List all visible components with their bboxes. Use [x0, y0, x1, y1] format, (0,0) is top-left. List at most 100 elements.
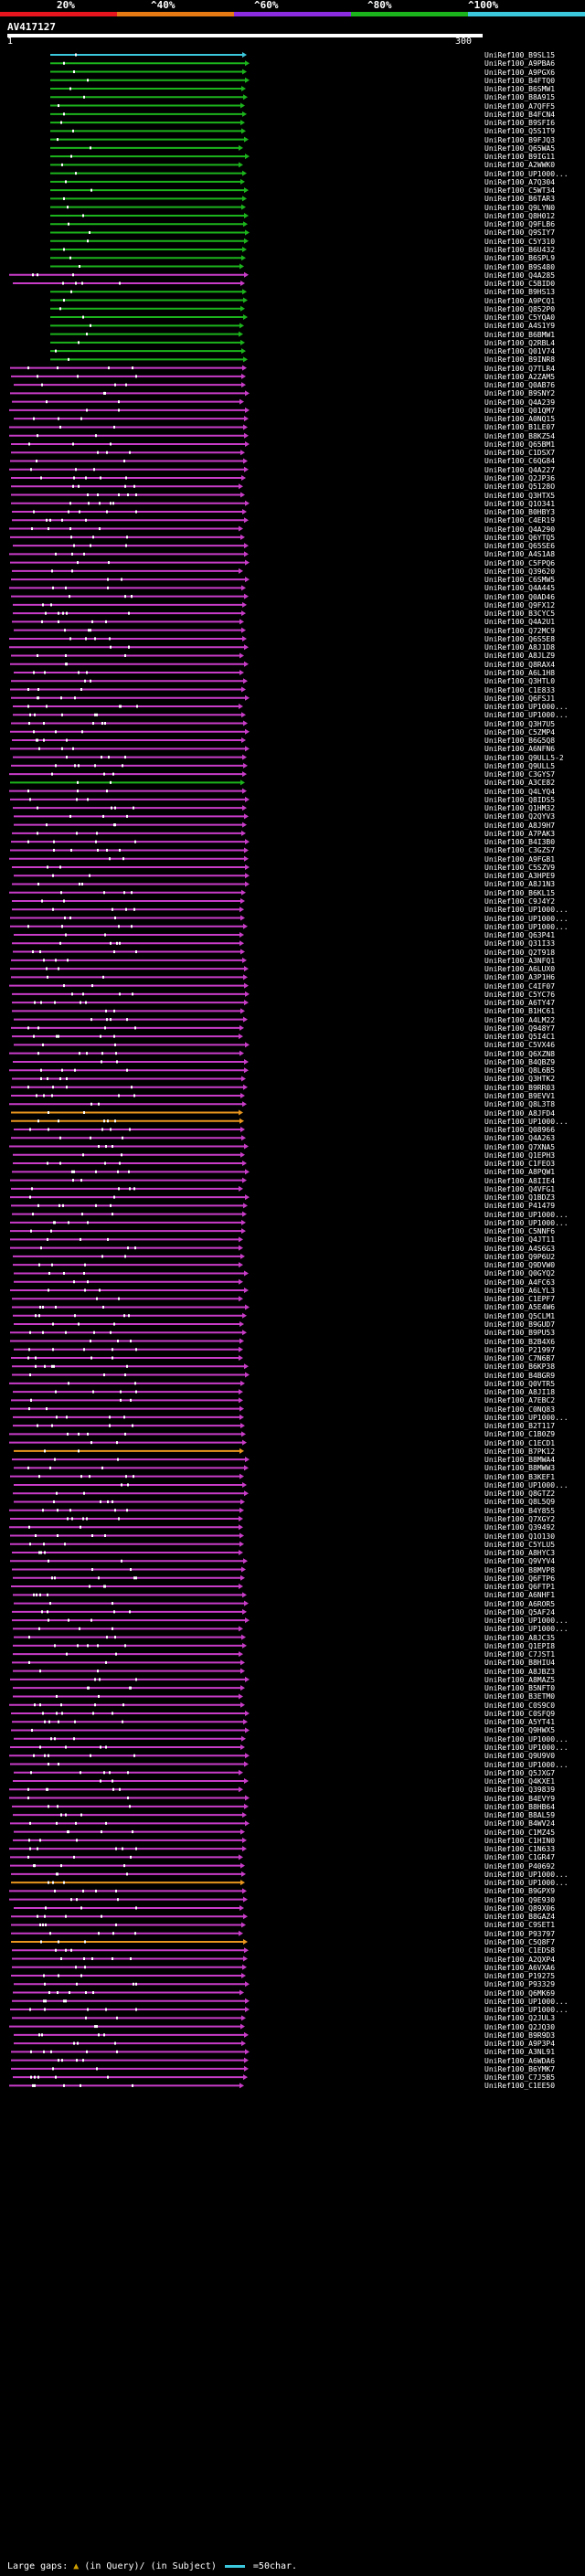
hit-label[interactable]: UniRef100_Q0VTR5	[484, 1379, 556, 1388]
hit-label[interactable]: UniRef100_A5YT41	[484, 1718, 556, 1727]
hit-label[interactable]: UniRef100_Q2RBL4	[484, 338, 556, 347]
hit-label[interactable]: UniRef100_Q6FTP1	[484, 1583, 556, 1592]
hit-label[interactable]: UniRef100_Q9ULL5-2	[484, 753, 564, 762]
hit-label[interactable]: UniRef100_A5E4W6	[484, 1303, 556, 1312]
hit-label[interactable]: UniRef100_Q65WA5	[484, 143, 556, 153]
hit-label[interactable]: UniRef100_A3HPE9	[484, 872, 556, 881]
hit-label[interactable]: UniRef100_C1EE50	[484, 2082, 556, 2091]
hit-label[interactable]: UniRef100_Q2JQ30	[484, 2022, 556, 2031]
hit-label[interactable]: UniRef100_A2ZAM5	[484, 372, 556, 381]
hit-label[interactable]: UniRef100_C5Q8F7	[484, 1937, 556, 1946]
hit-label[interactable]: UniRef100_Q8H012	[484, 211, 556, 220]
hit-label[interactable]: UniRef100_B8HB64	[484, 1802, 556, 1811]
hit-label[interactable]: UniRef100_Q8L5Q9	[484, 1498, 556, 1507]
hit-label[interactable]: UniRef100_Q9U9V0	[484, 1752, 556, 1761]
hit-label[interactable]: UniRef100_Q6FSJ1	[484, 694, 556, 703]
hit-label[interactable]: UniRef100_Q08966	[484, 1126, 556, 1135]
hit-label[interactable]: UniRef100_B1LE07	[484, 423, 556, 432]
hit-label[interactable]: UniRef100_B8A915	[484, 93, 556, 102]
hit-label[interactable]: UniRef100_C9SET1	[484, 1921, 556, 1930]
hit-label[interactable]: UniRef100_Q1O130	[484, 1532, 556, 1541]
hit-label[interactable]: UniRef100_C1EDS8	[484, 1946, 556, 1956]
hit-label[interactable]: UniRef100_C1B0Z9	[484, 1430, 556, 1439]
hit-label[interactable]: UniRef100_A6LUX0	[484, 965, 556, 974]
hit-label[interactable]: UniRef100_A7Q304	[484, 177, 556, 186]
hit-label[interactable]: UniRef100_Q1HM32	[484, 804, 556, 813]
hit-label[interactable]: UniRef100_C6QG84	[484, 457, 556, 466]
hit-label[interactable]: UniRef100_A8J1N3	[484, 880, 556, 889]
hit-label[interactable]: UniRef100_Q4A290	[484, 525, 556, 534]
hit-label[interactable]: UniRef100_P93329	[484, 1980, 556, 1989]
hit-label[interactable]: UniRef100_Q4LYQ4	[484, 787, 556, 796]
hit-label[interactable]: UniRef100_Q7XNA5	[484, 1142, 556, 1151]
hit-label[interactable]: UniRef100_A7EBC2	[484, 1396, 556, 1405]
hit-label[interactable]: UniRef100_B6G5Q8	[484, 737, 556, 746]
hit-label[interactable]: UniRef100_Q63P41	[484, 931, 556, 940]
hit-label[interactable]: UniRef100_A8JLZ9	[484, 652, 556, 661]
hit-label[interactable]: UniRef100_Q4JT11	[484, 1235, 556, 1245]
hit-label[interactable]: UniRef100_B9SL15	[484, 51, 556, 59]
hit-label[interactable]: UniRef100_A4LM22	[484, 1015, 556, 1024]
hit-label[interactable]: UniRef100_UP1000...	[484, 1734, 569, 1744]
hit-label[interactable]: UniRef100_B9SNY2	[484, 389, 556, 398]
hit-label[interactable]: UniRef100_B4FTQ0	[484, 76, 556, 85]
hit-label[interactable]: UniRef100_Q4A445	[484, 584, 556, 593]
hit-label[interactable]: UniRef100_UP1000...	[484, 1744, 569, 1752]
hit-label[interactable]: UniRef100_B6U432	[484, 245, 556, 254]
hit-label[interactable]: UniRef100_P40692	[484, 1861, 556, 1871]
hit-label[interactable]: UniRef100_UP1000...	[484, 922, 569, 931]
hit-label[interactable]: UniRef100_A6NHF1	[484, 1591, 556, 1600]
hit-label[interactable]: UniRef100_Q6S5E8	[484, 634, 556, 643]
hit-label[interactable]: UniRef100_UP1000...	[484, 2006, 569, 2015]
hit-label[interactable]: UniRef100_A4S1A8	[484, 550, 556, 559]
hit-label[interactable]: UniRef100_UP1000...	[484, 1870, 569, 1879]
hit-label[interactable]: UniRef100_B9GUD7	[484, 1320, 556, 1329]
hit-label[interactable]: UniRef100_C3GZS7	[484, 846, 556, 855]
hit-label[interactable]: UniRef100_B9PU53	[484, 1329, 556, 1338]
hit-label[interactable]: UniRef100_UP1000...	[484, 914, 569, 923]
hit-label[interactable]: UniRef100_C3GYS7	[484, 770, 556, 779]
hit-label[interactable]: UniRef100_UP1000...	[484, 169, 569, 178]
hit-label[interactable]: UniRef100_B7PK12	[484, 1447, 556, 1456]
hit-label[interactable]: UniRef100_Q39839	[484, 1786, 556, 1795]
hit-label[interactable]: UniRef100_A9P3P4	[484, 2040, 556, 2049]
hit-label[interactable]: UniRef100_Q9FX12	[484, 600, 556, 610]
hit-label[interactable]: UniRef100_A4S1Y9	[484, 322, 556, 331]
hit-label[interactable]: UniRef100_B9RR03	[484, 1083, 556, 1092]
hit-label[interactable]: UniRef100_B6KL15	[484, 888, 556, 897]
hit-label[interactable]: UniRef100_B9INR8	[484, 355, 556, 365]
hit-label[interactable]: UniRef100_A2WWK0	[484, 161, 556, 170]
hit-label[interactable]: UniRef100_C1DSX7	[484, 449, 556, 458]
hit-label[interactable]: UniRef100_B4QBZ9	[484, 1057, 556, 1066]
hit-label[interactable]: UniRef100_UP1000...	[484, 1617, 569, 1626]
hit-label[interactable]: UniRef100_Q72MC9	[484, 626, 556, 635]
hit-label[interactable]: UniRef100_B6YMK7	[484, 2064, 556, 2073]
hit-label[interactable]: UniRef100_Q01QM7	[484, 406, 556, 415]
hit-label[interactable]: UniRef100_B6KP38	[484, 1362, 556, 1372]
hit-label[interactable]: UniRef100_A3NFQ1	[484, 956, 556, 965]
hit-label[interactable]: UniRef100_B3ETM0	[484, 1692, 556, 1701]
hit-label[interactable]: UniRef100_A6TY47	[484, 999, 556, 1008]
hit-label[interactable]: UniRef100_A8JFD4	[484, 1108, 556, 1118]
hit-label[interactable]: UniRef100_A6L1H8	[484, 668, 556, 677]
hit-label[interactable]: UniRef100_A4S6G3	[484, 1244, 556, 1253]
hit-label[interactable]: UniRef100_Q4A239	[484, 398, 556, 407]
hit-label[interactable]: UniRef100_Q6FTP6	[484, 1574, 556, 1583]
hit-label[interactable]: UniRef100_Q9ULL5	[484, 761, 556, 770]
hit-label[interactable]: UniRef100_B8GAZ4	[484, 1913, 556, 1922]
hit-label[interactable]: UniRef100_C9J4Y2	[484, 897, 556, 906]
hit-label[interactable]: UniRef100_Q4A227	[484, 465, 556, 474]
hit-label[interactable]: UniRef100_Q65SE6	[484, 542, 556, 551]
hit-label[interactable]: UniRef100_Q4A2U1	[484, 618, 556, 627]
hit-label[interactable]: UniRef100_C7J5B5	[484, 2073, 556, 2083]
hit-label[interactable]: UniRef100_C1HIN0	[484, 1836, 556, 1845]
hit-label[interactable]: UniRef100_Q1EPI8	[484, 1641, 556, 1650]
hit-label[interactable]: UniRef100_Q1BDZ3	[484, 1193, 556, 1203]
hit-label[interactable]: UniRef100_C5SZV9	[484, 863, 556, 872]
hit-label[interactable]: UniRef100_Q5AF24	[484, 1607, 556, 1617]
hit-label[interactable]: UniRef100_C7N6B7	[484, 1354, 556, 1363]
hit-label[interactable]: UniRef100_Q8IDS5	[484, 795, 556, 804]
hit-label[interactable]: UniRef100_Q01V74	[484, 347, 556, 356]
hit-label[interactable]: UniRef100_B4I3B0	[484, 838, 556, 847]
hit-label[interactable]: UniRef100_B1HC61	[484, 1007, 556, 1016]
